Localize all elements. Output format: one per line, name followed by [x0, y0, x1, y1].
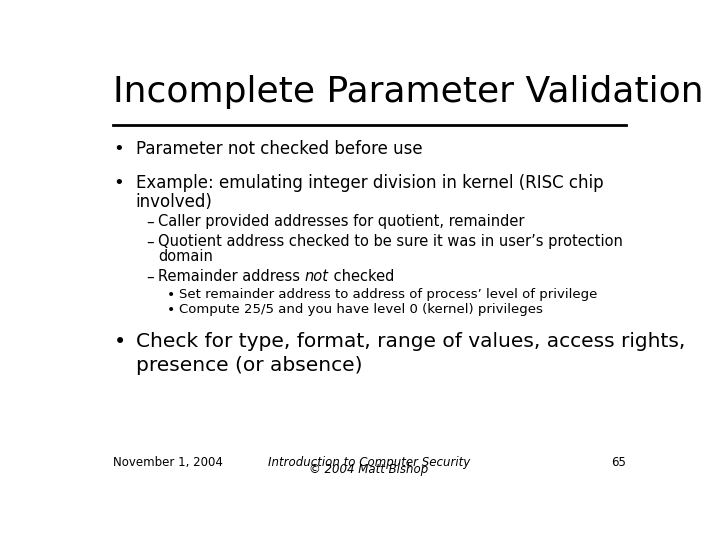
Text: •: • — [114, 140, 124, 158]
Text: not: not — [305, 269, 329, 285]
Text: •: • — [167, 303, 175, 318]
Text: November 1, 2004: November 1, 2004 — [114, 456, 223, 469]
Text: Parameter not checked before use: Parameter not checked before use — [136, 140, 423, 158]
Text: •: • — [114, 174, 124, 192]
Text: –: – — [145, 269, 153, 285]
Text: Remainder address: Remainder address — [158, 269, 305, 285]
Text: checked: checked — [329, 269, 394, 285]
Text: 65: 65 — [611, 456, 626, 469]
Text: involved): involved) — [136, 193, 212, 211]
Text: Caller provided addresses for quotient, remainder: Caller provided addresses for quotient, … — [158, 214, 525, 230]
Text: Quotient address checked to be sure it was in user’s protection: Quotient address checked to be sure it w… — [158, 234, 623, 249]
Text: –: – — [145, 234, 153, 249]
Text: •: • — [167, 288, 175, 302]
Text: –: – — [145, 214, 153, 230]
Text: •: • — [114, 332, 126, 352]
Text: Example: emulating integer division in kernel (RISC chip: Example: emulating integer division in k… — [136, 174, 603, 192]
Text: domain: domain — [158, 249, 213, 265]
Text: presence (or absence): presence (or absence) — [136, 356, 362, 375]
Text: Compute 25/5 and you have level 0 (kernel) privileges: Compute 25/5 and you have level 0 (kerne… — [179, 303, 543, 316]
Text: Incomplete Parameter Validation: Incomplete Parameter Validation — [114, 75, 704, 109]
Text: Set remainder address to address of process’ level of privilege: Set remainder address to address of proc… — [179, 288, 598, 301]
Text: © 2004 Matt Bishop: © 2004 Matt Bishop — [310, 463, 428, 476]
Text: Check for type, format, range of values, access rights,: Check for type, format, range of values,… — [136, 332, 685, 351]
Text: Introduction to Computer Security: Introduction to Computer Security — [268, 456, 470, 469]
